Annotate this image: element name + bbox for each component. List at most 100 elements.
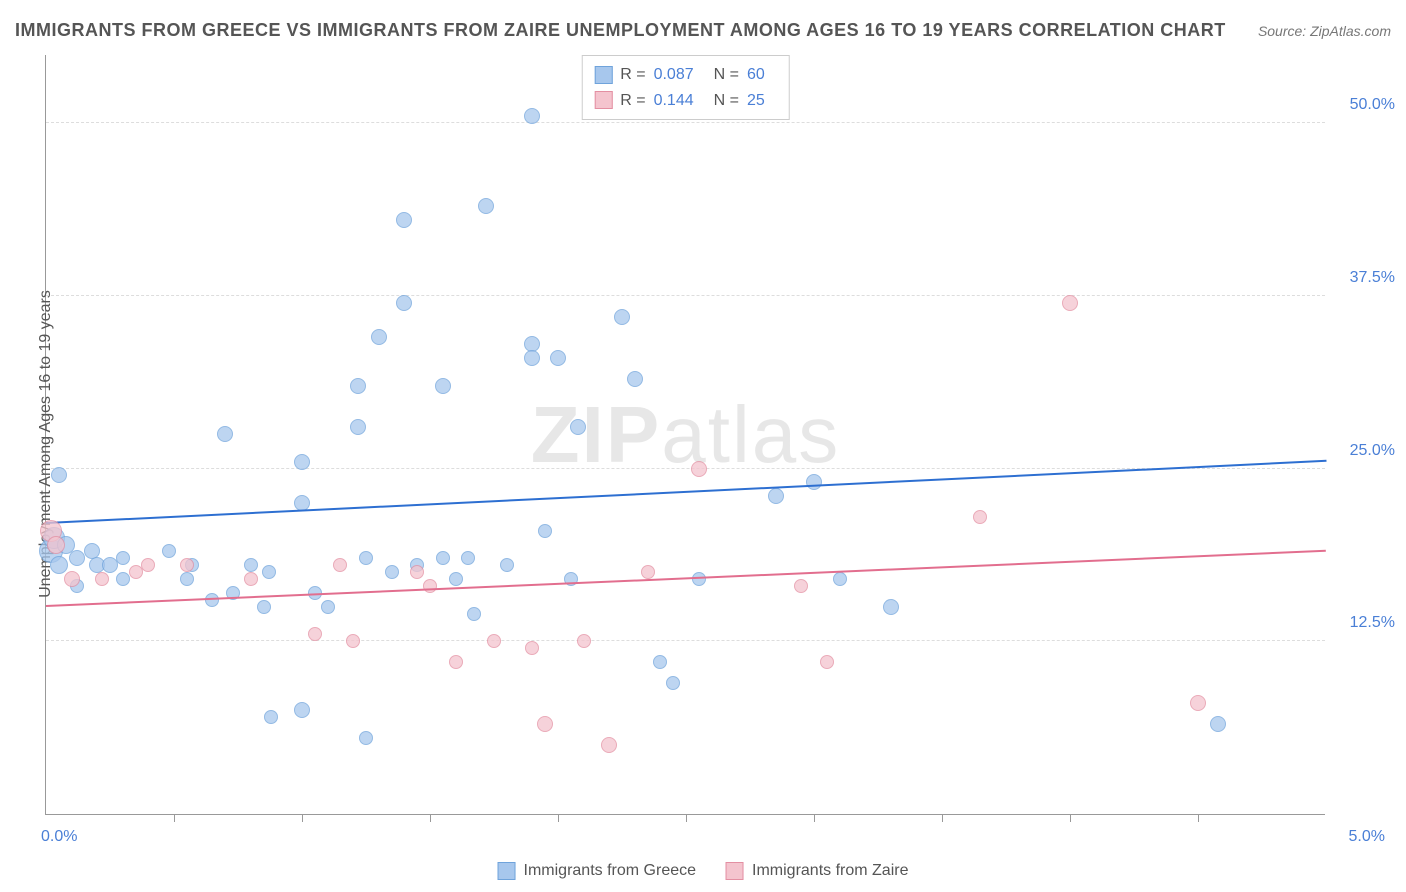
data-point xyxy=(244,572,258,586)
data-point xyxy=(346,634,360,648)
gridline xyxy=(46,640,1325,641)
x-tick xyxy=(942,814,943,822)
data-point xyxy=(627,371,643,387)
x-tick xyxy=(558,814,559,822)
data-point xyxy=(537,716,553,732)
data-point xyxy=(180,558,194,572)
data-point xyxy=(500,558,514,572)
data-point xyxy=(350,378,366,394)
trend-line xyxy=(46,460,1326,524)
x-tick xyxy=(1070,814,1071,822)
data-point xyxy=(180,572,194,586)
data-point xyxy=(359,551,373,565)
data-point xyxy=(577,634,591,648)
legend-swatch xyxy=(498,862,516,880)
data-point xyxy=(410,565,424,579)
data-point xyxy=(653,655,667,669)
data-point xyxy=(262,565,276,579)
trend-line xyxy=(46,549,1326,606)
data-point xyxy=(692,572,706,586)
data-point xyxy=(833,572,847,586)
data-point xyxy=(524,108,540,124)
data-point xyxy=(321,600,335,614)
data-point xyxy=(69,550,85,566)
data-point xyxy=(257,600,271,614)
data-point xyxy=(350,419,366,435)
data-point xyxy=(385,565,399,579)
data-point xyxy=(423,579,437,593)
gridline xyxy=(46,122,1325,123)
correlation-legend: R = 0.087 N = 60 R = 0.144 N = 25 xyxy=(581,55,790,120)
data-point xyxy=(461,551,475,565)
data-point xyxy=(524,350,540,366)
data-point xyxy=(601,737,617,753)
data-point xyxy=(883,599,899,615)
data-point xyxy=(449,572,463,586)
data-point xyxy=(467,607,481,621)
legend-item: Immigrants from Zaire xyxy=(726,862,908,880)
y-tick-label: 12.5% xyxy=(1350,614,1395,632)
legend-r-label: R = xyxy=(620,88,645,114)
legend-r-label: R = xyxy=(620,62,645,88)
data-point xyxy=(51,467,67,483)
data-point xyxy=(64,571,80,587)
data-point xyxy=(538,524,552,538)
legend-r-value: 0.144 xyxy=(654,88,694,114)
data-point xyxy=(359,731,373,745)
x-tick xyxy=(814,814,815,822)
data-point xyxy=(436,551,450,565)
data-point xyxy=(768,488,784,504)
legend-item: Immigrants from Greece xyxy=(498,862,696,880)
y-tick-label: 25.0% xyxy=(1350,442,1395,460)
chart-header: IMMIGRANTS FROM GREECE VS IMMIGRANTS FRO… xyxy=(15,20,1391,41)
data-point xyxy=(308,627,322,641)
y-tick-label: 50.0% xyxy=(1350,96,1395,114)
data-point xyxy=(691,461,707,477)
data-point xyxy=(116,572,130,586)
data-point xyxy=(487,634,501,648)
data-point xyxy=(806,474,822,490)
legend-n-value: 60 xyxy=(747,62,765,88)
legend-row: R = 0.087 N = 60 xyxy=(594,62,777,88)
x-axis-max-label: 5.0% xyxy=(1349,828,1385,846)
data-point xyxy=(116,551,130,565)
data-point xyxy=(371,329,387,345)
legend-n-value: 25 xyxy=(747,88,765,114)
data-point xyxy=(95,572,109,586)
x-tick xyxy=(302,814,303,822)
data-point xyxy=(820,655,834,669)
data-point xyxy=(162,544,176,558)
data-point xyxy=(294,702,310,718)
data-point xyxy=(141,558,155,572)
data-point xyxy=(47,536,65,554)
legend-series-name: Immigrants from Greece xyxy=(524,862,696,880)
data-point xyxy=(1190,695,1206,711)
data-point xyxy=(550,350,566,366)
data-point xyxy=(973,510,987,524)
data-point xyxy=(333,558,347,572)
chart-title: IMMIGRANTS FROM GREECE VS IMMIGRANTS FRO… xyxy=(15,20,1226,41)
series-legend: Immigrants from Greece Immigrants from Za… xyxy=(498,862,909,880)
chart-source: Source: ZipAtlas.com xyxy=(1258,23,1391,39)
data-point xyxy=(525,641,539,655)
data-point xyxy=(614,309,630,325)
legend-n-label: N = xyxy=(714,88,739,114)
scatter-chart: Unemployment Among Ages 16 to 19 years Z… xyxy=(45,55,1325,815)
x-tick xyxy=(430,814,431,822)
data-point xyxy=(217,426,233,442)
data-point xyxy=(570,419,586,435)
data-point xyxy=(294,454,310,470)
data-point xyxy=(396,295,412,311)
legend-n-label: N = xyxy=(714,62,739,88)
data-point xyxy=(1062,295,1078,311)
legend-swatch xyxy=(594,66,612,84)
data-point xyxy=(666,676,680,690)
data-point xyxy=(794,579,808,593)
x-tick xyxy=(174,814,175,822)
data-point xyxy=(264,710,278,724)
y-tick-label: 37.5% xyxy=(1350,269,1395,287)
legend-r-value: 0.087 xyxy=(654,62,694,88)
data-point xyxy=(396,212,412,228)
legend-swatch xyxy=(594,91,612,109)
x-axis-min-label: 0.0% xyxy=(41,828,77,846)
